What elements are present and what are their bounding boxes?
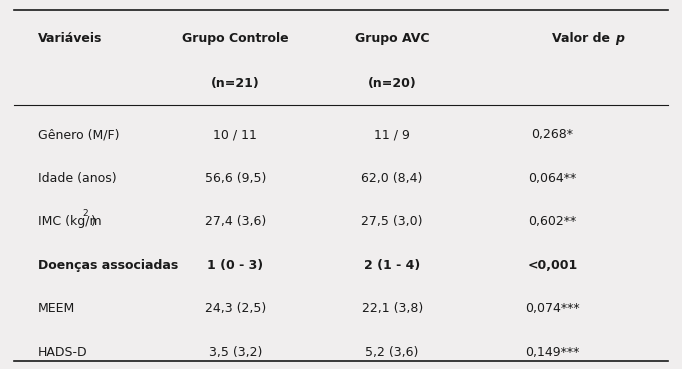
Text: Gênero (M/F): Gênero (M/F) xyxy=(38,128,119,141)
Text: Grupo AVC: Grupo AVC xyxy=(355,32,430,45)
Text: 27,4 (3,6): 27,4 (3,6) xyxy=(205,215,266,228)
Text: 0,268*: 0,268* xyxy=(531,128,574,141)
Text: 10 / 11: 10 / 11 xyxy=(213,128,257,141)
Text: 11 / 9: 11 / 9 xyxy=(374,128,410,141)
Text: Valor de: Valor de xyxy=(552,32,614,45)
Text: 24,3 (2,5): 24,3 (2,5) xyxy=(205,302,266,315)
Text: ): ) xyxy=(91,215,95,228)
Text: <0,001: <0,001 xyxy=(527,259,578,272)
Text: 0,149***: 0,149*** xyxy=(525,346,580,359)
Text: Variáveis: Variáveis xyxy=(38,32,102,45)
Text: 27,5 (3,0): 27,5 (3,0) xyxy=(361,215,423,228)
Text: 62,0 (8,4): 62,0 (8,4) xyxy=(361,172,423,185)
Text: Doenças associadas: Doenças associadas xyxy=(38,259,178,272)
Text: 22,1 (3,8): 22,1 (3,8) xyxy=(361,302,423,315)
Text: 0,064**: 0,064** xyxy=(529,172,576,185)
Text: MEEM: MEEM xyxy=(38,302,75,315)
Text: Idade (anos): Idade (anos) xyxy=(38,172,116,185)
Text: 56,6 (9,5): 56,6 (9,5) xyxy=(205,172,266,185)
Text: IMC (kg/m: IMC (kg/m xyxy=(38,215,101,228)
Text: 1 (0 - 3): 1 (0 - 3) xyxy=(207,259,263,272)
Text: 5,2 (3,6): 5,2 (3,6) xyxy=(366,346,419,359)
Text: p: p xyxy=(615,32,624,45)
Text: 0,602**: 0,602** xyxy=(529,215,576,228)
Text: 0,074***: 0,074*** xyxy=(525,302,580,315)
Text: (n=21): (n=21) xyxy=(211,76,260,90)
Text: 2 (1 - 4): 2 (1 - 4) xyxy=(364,259,420,272)
Text: 3,5 (3,2): 3,5 (3,2) xyxy=(209,346,262,359)
Text: (n=20): (n=20) xyxy=(368,76,417,90)
Text: HADS-D: HADS-D xyxy=(38,346,87,359)
Text: Grupo Controle: Grupo Controle xyxy=(182,32,288,45)
Text: 2: 2 xyxy=(83,209,88,218)
